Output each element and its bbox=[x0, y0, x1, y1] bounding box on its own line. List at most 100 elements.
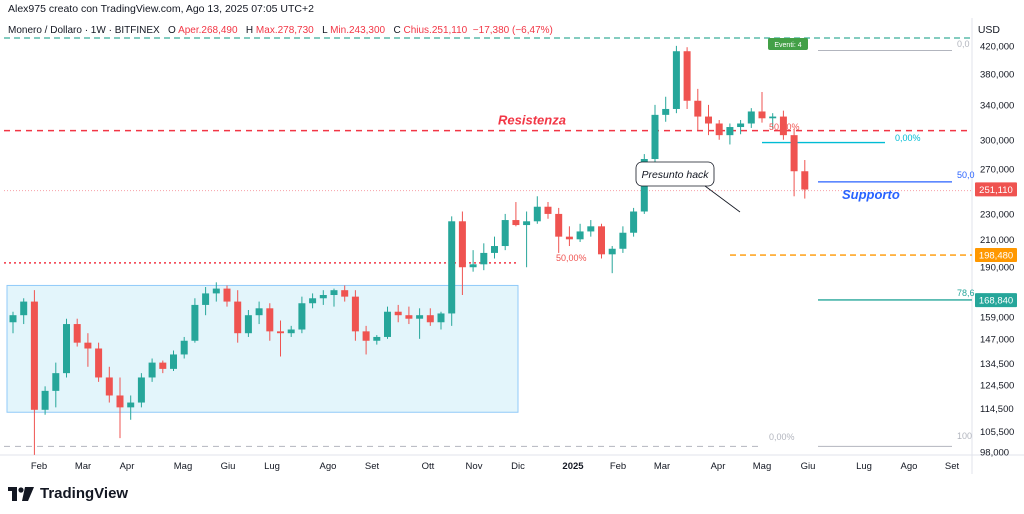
candle-body bbox=[137, 377, 145, 403]
y-tick-label: 134,500 bbox=[980, 359, 1014, 370]
event-badge bbox=[768, 38, 808, 50]
x-tick-label: Giu bbox=[801, 461, 816, 472]
candle-body bbox=[319, 295, 327, 299]
y-tick-label: 114,500 bbox=[980, 404, 1014, 415]
brand-logo: TradingView bbox=[8, 485, 128, 502]
hack-callout-label: Presunto hack bbox=[641, 169, 709, 181]
price-label-badge bbox=[975, 182, 1017, 197]
candle-body bbox=[726, 127, 734, 136]
candle-body bbox=[608, 248, 616, 255]
candle-body bbox=[426, 315, 434, 323]
candle-body bbox=[95, 348, 103, 378]
candle-body bbox=[523, 221, 531, 226]
candle-body bbox=[437, 313, 445, 323]
candle-body bbox=[266, 308, 274, 332]
candle-body bbox=[255, 308, 263, 316]
candle-body bbox=[30, 301, 38, 410]
y-tick-label: 190,000 bbox=[980, 263, 1014, 274]
candle-body bbox=[651, 114, 659, 160]
candle-body bbox=[801, 171, 809, 190]
candle-body bbox=[544, 206, 552, 214]
candle-body bbox=[458, 221, 466, 268]
candle-body bbox=[405, 315, 413, 319]
candle-body bbox=[384, 311, 391, 337]
y-tick-label: 105,500 bbox=[980, 427, 1014, 438]
y-tick-label: 270,000 bbox=[980, 165, 1014, 176]
y-tick-label: 340,000 bbox=[980, 100, 1014, 111]
fib-edge-label-786: 78,6 bbox=[957, 288, 975, 298]
candle-body bbox=[737, 123, 745, 128]
x-tick-label: Set bbox=[365, 461, 380, 472]
candle-body bbox=[448, 221, 456, 314]
x-tick-label: Giu bbox=[221, 461, 236, 472]
price-label-text: 251,110 bbox=[979, 185, 1013, 196]
candle-body bbox=[20, 301, 28, 316]
fib-label-0-bottom: 0,00% bbox=[769, 432, 795, 442]
y-tick-label: 300,000 bbox=[980, 135, 1014, 146]
candle-body bbox=[373, 336, 381, 341]
candle-body bbox=[180, 340, 188, 355]
candle-body bbox=[41, 390, 49, 410]
candle-body bbox=[779, 116, 787, 136]
candle-body bbox=[244, 315, 252, 334]
candle-body bbox=[105, 377, 113, 396]
candle-body bbox=[747, 111, 755, 124]
candle-body bbox=[170, 354, 177, 369]
x-tick-label: Apr bbox=[711, 461, 726, 472]
candle-body bbox=[501, 220, 509, 247]
candle-body bbox=[148, 362, 156, 378]
price-label-text: 168,840 bbox=[979, 296, 1013, 307]
consolidation-range-box bbox=[6, 284, 519, 413]
x-tick-label: Mag bbox=[753, 461, 771, 472]
fib-label-0-right: 0,00% bbox=[895, 133, 921, 143]
brand-name: TradingView bbox=[40, 485, 129, 502]
x-tick-label: Lug bbox=[264, 461, 280, 472]
price-label-badge bbox=[975, 293, 1017, 308]
candle-body bbox=[705, 116, 712, 124]
low-value: Min.243,300 bbox=[330, 25, 386, 36]
candle-body bbox=[341, 290, 349, 297]
candle-body bbox=[694, 100, 702, 117]
tradingview-logo-icon bbox=[8, 486, 34, 501]
x-tick-label: Mar bbox=[654, 461, 670, 472]
resistance-label: Resistenza bbox=[498, 113, 566, 128]
candle-body bbox=[362, 331, 370, 341]
candle-body bbox=[159, 362, 167, 369]
candle-body bbox=[576, 231, 584, 240]
candle-body bbox=[469, 264, 477, 268]
candle-body bbox=[630, 211, 638, 233]
candle-body bbox=[491, 246, 498, 253]
y-tick-label: 124,500 bbox=[980, 381, 1014, 392]
candle-body bbox=[73, 324, 81, 343]
support-label: Supporto bbox=[842, 187, 900, 202]
candle-body bbox=[555, 213, 563, 237]
x-tick-label: 2025 bbox=[562, 461, 584, 472]
x-tick-label: Mag bbox=[174, 461, 192, 472]
symbol-info-bar: Monero / Dollaro · 1W · BITFINEX O Aper.… bbox=[8, 25, 553, 36]
hack-callout-pointer bbox=[704, 185, 741, 213]
candle-body bbox=[416, 315, 424, 319]
candle-body bbox=[84, 342, 92, 349]
x-tick-label: Mar bbox=[75, 461, 91, 472]
candle-body bbox=[309, 298, 317, 304]
y-tick-label: 420,000 bbox=[980, 41, 1014, 52]
candle-body bbox=[683, 51, 691, 101]
y-tick-label: 380,000 bbox=[980, 69, 1014, 80]
candle-body bbox=[298, 303, 306, 330]
candle-body bbox=[127, 402, 135, 408]
price-label-text: 198,480 bbox=[979, 251, 1013, 262]
y-tick-label: 98,000 bbox=[980, 448, 1009, 459]
candle-body bbox=[116, 395, 124, 408]
candle-body bbox=[351, 296, 359, 332]
low-label: L bbox=[322, 25, 328, 36]
x-tick-label: Set bbox=[945, 461, 960, 472]
candle-body bbox=[330, 290, 338, 296]
fib-edge-label-top: 0,0 bbox=[957, 39, 970, 49]
candle-body bbox=[715, 123, 723, 136]
candle-body bbox=[758, 111, 766, 119]
candle-body bbox=[790, 135, 798, 172]
price-label-badge bbox=[975, 248, 1017, 263]
candle-body bbox=[287, 329, 295, 334]
author-line: Alex975 creato con TradingView.com, Ago … bbox=[8, 3, 314, 15]
